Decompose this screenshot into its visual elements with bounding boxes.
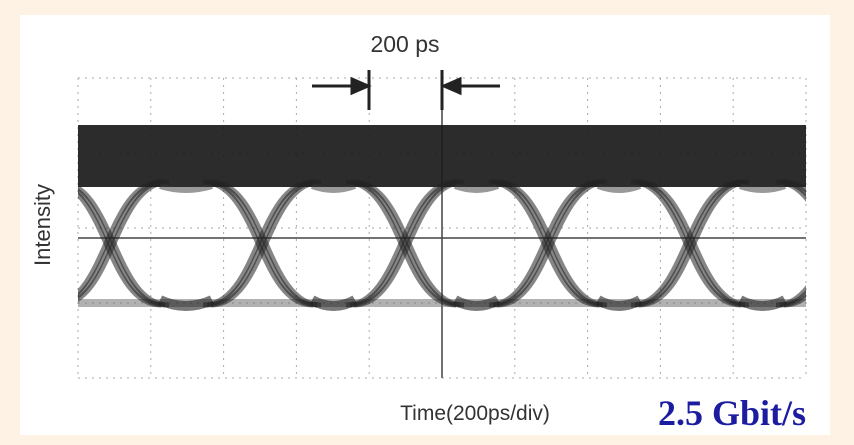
falling-edge [0,182,16,305]
rising-edge [0,182,16,305]
bitrate-label: 2.5 Gbit/s [658,393,806,433]
upper-rail [78,125,806,187]
y-axis-label: Intensity [30,184,55,266]
falling-edge [0,182,20,305]
page: 200 ps Intensity Time(200ps/div) 2.5 Gbi… [0,0,854,445]
eye-diagram-figure: 200 ps Intensity Time(200ps/div) 2.5 Gbi… [0,0,854,445]
x-axis-label: Time(200ps/div) [400,402,550,425]
rising-edge [0,182,20,305]
period-label: 200 ps [370,31,439,57]
